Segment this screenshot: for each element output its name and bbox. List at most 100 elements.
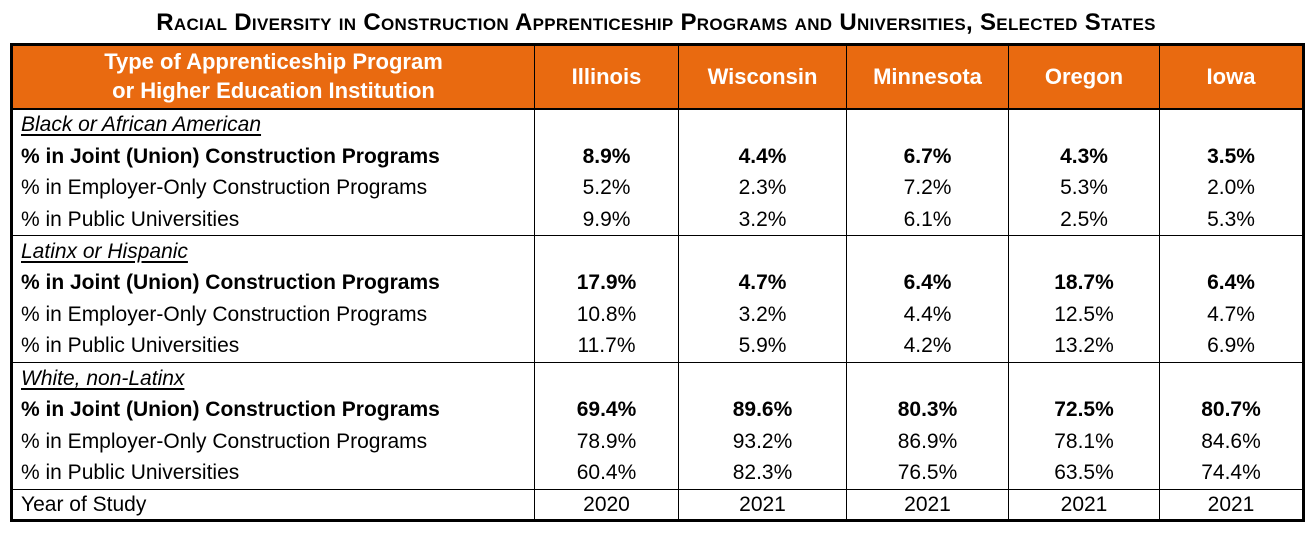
empty-cell [846,362,1009,395]
row-label: % in Joint (Union) Construction Programs [21,398,440,422]
empty-cell [1008,235,1160,268]
empty-cell [1159,108,1304,141]
cell-value: 2.0% [1159,172,1304,205]
empty-cell [1008,108,1160,141]
empty-cell [678,235,847,268]
cell-value: 4.2% [846,330,1009,363]
cell-value: 6.4% [846,267,1009,300]
header-label-line1: Type of Apprenticeship Program [104,49,443,75]
cell-value: 3.2% [678,204,847,236]
cell-value: 11.7% [534,330,679,363]
year-value: 2021 [1008,488,1160,521]
header-state-minnesota: Minnesota [846,44,1009,110]
cell-value: 12.5% [1008,299,1160,331]
cell-value: 78.9% [534,425,679,458]
cell-value: 17.9% [534,267,679,300]
cell-value: 2.3% [678,172,847,205]
empty-cell [846,235,1009,268]
group-row-white: White, non-Latinx [11,362,1304,395]
cell-value: 6.4% [1159,267,1304,300]
cell-value: 5.2% [534,172,679,205]
row-label: % in Employer-Only Construction Programs [21,429,428,453]
year-of-study-row: Year of Study 2020 2021 2021 2021 2021 [11,488,1304,521]
table-row: % in Employer-Only Construction Programs… [12,425,1304,458]
cell-value: 82.3% [678,457,847,490]
empty-cell [534,362,679,395]
empty-cell [678,362,847,395]
row-label: % in Joint (Union) Construction Programs [21,271,440,295]
diversity-table: Type of Apprenticeship Program or Higher… [10,43,1305,523]
cell-value: 3.2% [678,299,847,331]
table-row: % in Public Universities 11.7% 5.9% 4.2%… [12,330,1304,363]
cell-value: 78.1% [1008,425,1160,458]
row-label: % in Employer-Only Construction Programs [21,176,428,200]
empty-cell [1008,362,1160,395]
table-row: % in Joint (Union) Construction Programs… [12,267,1304,300]
cell-value: 18.7% [1008,267,1160,300]
cell-value: 3.5% [1159,140,1304,173]
table-row: % in Joint (Union) Construction Programs… [12,140,1304,173]
cell-value: 4.3% [1008,140,1160,173]
cell-value: 6.1% [846,204,1009,236]
cell-value: 4.7% [678,267,847,300]
cell-value: 89.6% [678,394,847,426]
row-label: % in Joint (Union) Construction Programs [21,144,440,168]
row-label: % in Public Universities [21,461,240,485]
table-row: % in Public Universities 9.9% 3.2% 6.1% … [12,204,1304,236]
year-value: 2021 [1159,488,1304,521]
year-value: 2020 [534,488,679,521]
cell-value: 4.4% [846,299,1009,331]
year-value: 2021 [846,488,1009,521]
table-row: % in Joint (Union) Construction Programs… [12,394,1304,426]
cell-value: 4.7% [1159,299,1304,331]
table-body: Black or African American % in Joint (Un… [11,108,1304,521]
cell-value: 7.2% [846,172,1009,205]
header-state-illinois: Illinois [534,44,679,110]
row-label: % in Public Universities [21,334,240,358]
group-label: Black or African American [11,108,535,141]
table-row: % in Public Universities 60.4% 82.3% 76.… [12,457,1304,490]
cell-value: 13.2% [1008,330,1160,363]
cell-value: 4.4% [678,140,847,173]
table-row: % in Employer-Only Construction Programs… [12,299,1304,331]
cell-value: 80.3% [846,394,1009,426]
cell-value: 80.7% [1159,394,1304,426]
header-state-wisconsin: Wisconsin [678,44,847,110]
cell-value: 8.9% [534,140,679,173]
cell-value: 5.9% [678,330,847,363]
row-label: % in Employer-Only Construction Programs [21,302,428,326]
empty-cell [846,108,1009,141]
year-value: 2021 [678,488,847,521]
cell-value: 69.4% [534,394,679,426]
cell-value: 5.3% [1159,204,1304,236]
header-state-iowa: Iowa [1159,44,1304,110]
cell-value: 10.8% [534,299,679,331]
cell-value: 74.4% [1159,457,1304,490]
cell-value: 2.5% [1008,204,1160,236]
header-row: Type of Apprenticeship Program or Higher… [11,44,1304,110]
group-row-latinx: Latinx or Hispanic [11,235,1304,268]
cell-value: 60.4% [534,457,679,490]
cell-value: 6.9% [1159,330,1304,363]
table-header: Type of Apprenticeship Program or Higher… [11,44,1304,110]
cell-value: 9.9% [534,204,679,236]
cell-value: 6.7% [846,140,1009,173]
group-label: White, non-Latinx [11,362,535,395]
cell-value: 93.2% [678,425,847,458]
group-row-black: Black or African American [11,108,1304,141]
cell-value: 72.5% [1008,394,1160,426]
page-title: Racial Diversity in Construction Apprent… [156,9,1156,36]
group-label: Latinx or Hispanic [11,235,535,268]
empty-cell [678,108,847,141]
year-label: Year of Study [11,488,535,521]
cell-value: 86.9% [846,425,1009,458]
header-label-cell: Type of Apprenticeship Program or Higher… [11,44,535,110]
cell-value: 5.3% [1008,172,1160,205]
empty-cell [534,235,679,268]
cell-value: 63.5% [1008,457,1160,490]
table-row: % in Employer-Only Construction Programs… [12,172,1304,205]
header-state-oregon: Oregon [1008,44,1160,110]
header-label-line2: or Higher Education Institution [112,78,435,103]
empty-cell [1159,235,1304,268]
